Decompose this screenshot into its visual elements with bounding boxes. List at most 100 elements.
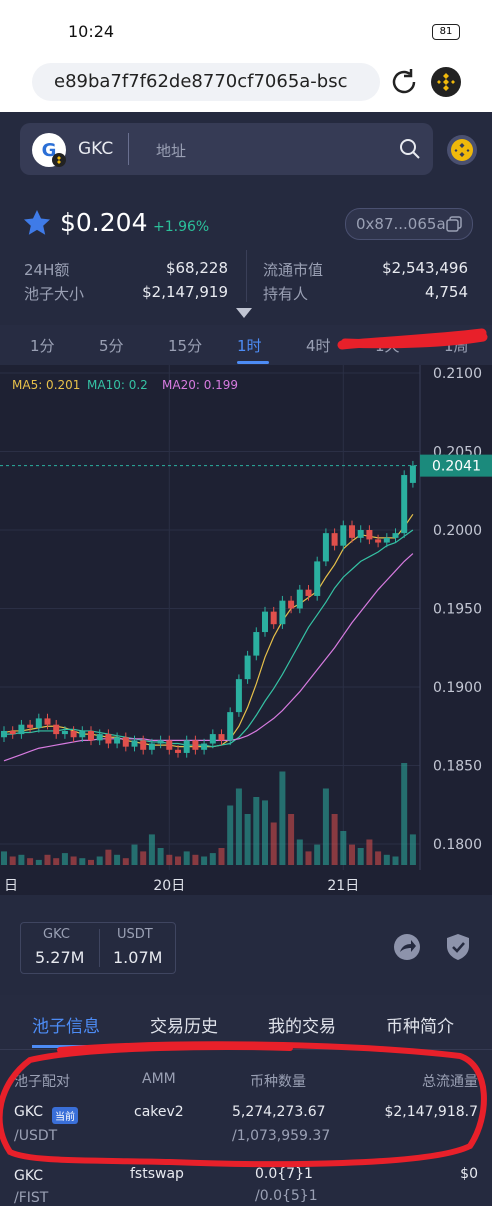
interval-tab[interactable]: 15分 [168, 337, 203, 355]
volume-bar [157, 848, 164, 865]
panel-tab[interactable]: 我的交易 [268, 1017, 336, 1037]
pair: GKC [14, 1168, 44, 1184]
candle-body [192, 740, 199, 750]
quote-amount: /0.0{5}1 [255, 1188, 318, 1204]
ma-legend: MA10: 0.2 [87, 378, 148, 392]
chart: 0.21000.20500.20000.19500.19000.18500.18… [0, 365, 492, 895]
bnb-icon[interactable] [430, 66, 462, 98]
table-header: AMM [142, 1071, 176, 1087]
candle-body [209, 734, 216, 744]
panel-tabs: 池子信息 交易历史 我的交易 币种简介 [0, 995, 492, 1049]
amount: 0.0{7}1 [255, 1166, 313, 1182]
shield-icon[interactable] [444, 932, 472, 962]
share-icon[interactable] [392, 932, 422, 962]
reserve-token: GKC [43, 927, 70, 942]
x-tick-label: 日 [4, 878, 18, 894]
quote: /USDT [14, 1128, 58, 1144]
volume-bar [70, 856, 77, 865]
y-tick-label: 0.1900 [433, 680, 482, 696]
volume-bar [140, 851, 147, 865]
volume-bar [175, 856, 181, 865]
expand-arrow[interactable] [236, 308, 252, 318]
time: 10:24 [68, 22, 115, 41]
divider [0, 1049, 492, 1050]
token-name: GKC [78, 139, 114, 159]
candle-body [392, 533, 399, 538]
y-tick-label: 0.1800 [433, 837, 482, 853]
current-price-label: 0.2041 [432, 459, 481, 475]
total: $2,147,918.7 [384, 1104, 478, 1120]
candle-body [375, 539, 382, 543]
interval-tab[interactable]: 4时 [306, 337, 331, 355]
y-tick-label: 0.1850 [433, 759, 482, 775]
candle-body [201, 743, 208, 750]
ma-line [4, 529, 414, 748]
search-box[interactable]: G GKC 地址 [20, 123, 433, 175]
stat-value: $68,228 [165, 259, 228, 277]
interval-tab[interactable]: 5分 [99, 337, 124, 355]
volume-bar [262, 800, 268, 865]
top-bar: 10:24 81 e89ba7f7f62de8770cf7065a-bsc [0, 0, 492, 112]
panel-tab[interactable]: 池子信息 [32, 1017, 100, 1037]
interval-tab[interactable]: 1天 [375, 337, 400, 355]
candle-body [122, 737, 129, 747]
volume-bar [288, 814, 295, 865]
panel-tab[interactable]: 币种简介 [386, 1017, 454, 1037]
volume-bar [209, 853, 216, 865]
candle-body [105, 734, 112, 744]
candle-body [1, 730, 7, 738]
candle-body [322, 533, 329, 562]
volume-bar [340, 831, 347, 865]
ma-legend: MA5: 0.201 [12, 378, 80, 392]
candle-body [140, 740, 147, 750]
candle-body [270, 611, 277, 625]
candle-body [218, 734, 225, 741]
candle-body [383, 537, 390, 543]
candle-body [366, 530, 373, 540]
url-bar[interactable]: e89ba7f7f62de8770cf7065a-bsc [32, 63, 380, 101]
chain-icon[interactable] [446, 134, 478, 166]
volume-bar [392, 856, 399, 865]
search-icon[interactable] [398, 137, 422, 161]
reload-icon[interactable] [388, 66, 420, 98]
ma-legend: MA20: 0.199 [162, 378, 238, 392]
price-change: +1.96% [153, 219, 210, 235]
tab-underline [32, 1045, 104, 1048]
volume-bar [114, 854, 121, 865]
volume-bar [227, 805, 234, 865]
candle-body [305, 589, 312, 596]
amm: fstswap [130, 1166, 184, 1182]
star-icon[interactable] [22, 208, 52, 238]
tab-underline [237, 361, 269, 364]
amm: cakev2 [134, 1104, 184, 1120]
stat-label: 持有人 [263, 285, 309, 303]
volume-bar [105, 849, 112, 865]
x-tick-label: 21日 [327, 878, 359, 894]
svg-text:G: G [42, 140, 57, 161]
volume-bar [79, 858, 86, 865]
reserve-amount: 1.07M [113, 948, 163, 967]
candle-body [183, 740, 190, 753]
panel-tab[interactable]: 交易历史 [150, 1017, 218, 1037]
stat-value: 4,754 [425, 283, 468, 301]
volume-bar [218, 848, 225, 865]
divider [246, 250, 247, 302]
candle-body [401, 475, 408, 534]
interval-tab[interactable]: 1周 [444, 337, 469, 355]
candle-body [88, 730, 94, 741]
volume-bar [331, 814, 338, 865]
stat-value: $2,543,496 [382, 259, 468, 277]
volume-bar [96, 856, 103, 865]
candle-body [35, 718, 42, 728]
stat-label: 流通市值 [263, 261, 324, 279]
candle-body [44, 718, 51, 725]
interval-tab[interactable]: 1分 [30, 337, 55, 355]
volume-bar [409, 834, 416, 865]
candle-body [262, 611, 268, 633]
volume-bar [305, 851, 312, 865]
address-pill[interactable]: 0x87...065a [345, 208, 473, 240]
candle-body [27, 724, 34, 728]
interval-tab[interactable]: 1时 [237, 337, 262, 355]
pair: GKC [14, 1104, 44, 1120]
stat-value: $2,147,919 [142, 283, 228, 301]
